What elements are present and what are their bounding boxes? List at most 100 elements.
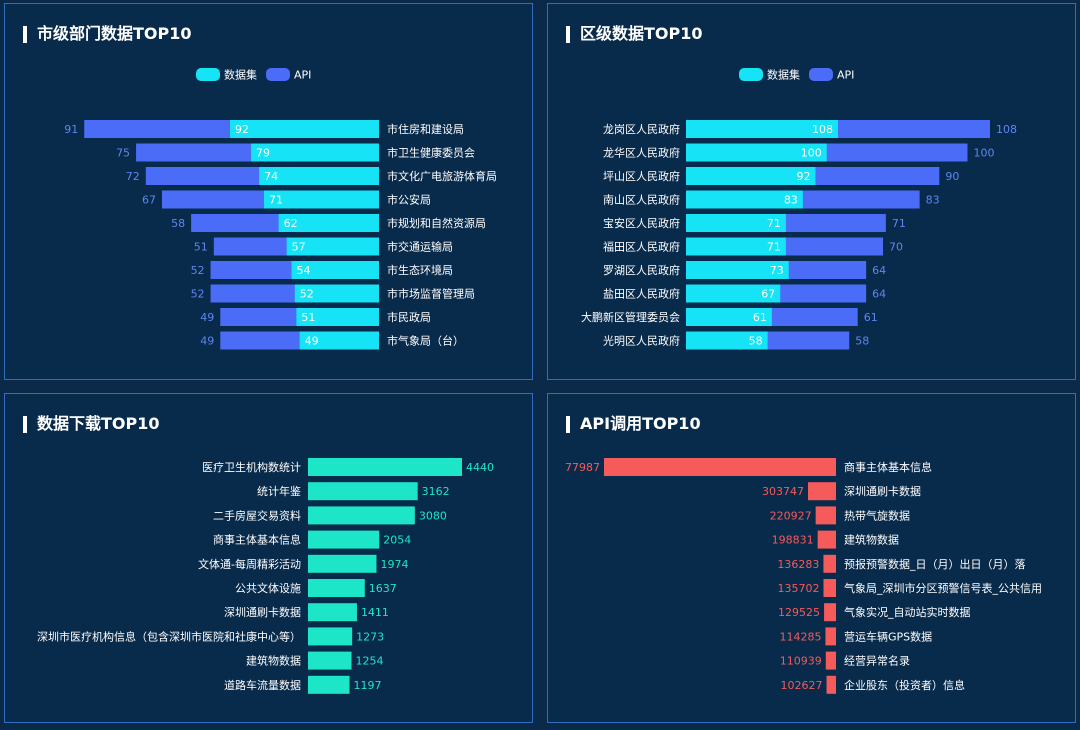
category-label: 道路车流量数据 (224, 678, 301, 692)
category-label: 企业股东（投资者）信息 (844, 678, 965, 692)
dataset-bar (686, 143, 827, 162)
api-value-label: 52 (191, 288, 205, 301)
category-label: 市文化广电旅游体育局 (387, 169, 497, 183)
category-label: 坪山区人民政府 (603, 169, 680, 183)
dataset-value-label: 57 (292, 241, 306, 254)
category-label: 商事主体基本信息 (844, 460, 932, 474)
download-bar (308, 675, 350, 694)
download-value-label: 1974 (380, 558, 408, 571)
category-label: 深圳市医疗机构信息（包含深圳市医院和社康中心等） (37, 629, 301, 643)
dataset-bar (686, 214, 786, 232)
category-label: 市公安局 (387, 193, 431, 207)
district-title: 区级数据TOP10 (566, 22, 703, 46)
api-value-label: 91 (64, 123, 78, 136)
legend-label-1: API (837, 69, 854, 82)
api-value-label: 49 (200, 335, 214, 348)
dataset-value-label: 61 (753, 311, 767, 324)
category-label: 深圳通刷卡数据 (224, 605, 301, 619)
category-label: 二手房屋交易资料 (213, 508, 301, 522)
category-label: 热带气旋数据 (844, 508, 910, 522)
dataset-value-label: 71 (767, 241, 781, 254)
category-label: 盐田区人民政府 (603, 287, 680, 301)
legend-swatch-1 (809, 68, 833, 81)
category-label: 气象实况_自动站实时数据 (844, 605, 971, 619)
category-label: 营运车辆GPS数据 (844, 629, 932, 643)
api-call-bar (825, 651, 836, 670)
api-value-label: 58 (171, 217, 185, 230)
api-call-value-label: 220927 (770, 509, 812, 522)
download-chart: 4440 医疗卫生机构数统计 3162 统计年鉴 3080 二手房屋交易资料 2054 商事主… (37, 458, 494, 694)
legend-swatch-1 (266, 68, 290, 81)
legend-label-1: API (294, 69, 311, 82)
legend-label-0: 数据集 (224, 68, 257, 82)
api-call-value-label: 303747 (762, 485, 804, 498)
api-call-bar (824, 603, 836, 622)
download-bar (308, 627, 353, 646)
api-call-value-label: 129525 (778, 606, 820, 619)
category-label: 建筑物数据 (246, 654, 301, 668)
api-call-bar (604, 458, 836, 476)
dataset-bar (686, 331, 768, 350)
download-title: 数据下载TOP10 (23, 412, 160, 436)
api-value-label: 70 (889, 241, 903, 254)
dataset-value-label: 83 (784, 194, 798, 207)
api-call-title: API调用TOP10 (566, 412, 701, 436)
city-department-title: 市级部门数据TOP10 (23, 22, 192, 46)
dataset-bar (686, 308, 772, 326)
api-value-label: 83 (926, 194, 940, 207)
dataset-bar (686, 120, 838, 138)
download-value-label: 3080 (419, 509, 447, 522)
dataset-value-label: 74 (264, 170, 278, 183)
download-value-label: 3162 (422, 485, 450, 498)
download-bar (308, 554, 377, 573)
category-label: 光明区人民政府 (603, 334, 680, 348)
download-value-label: 1197 (354, 679, 382, 692)
city-department-chart: 数据集 API 92 91 市住房和建设局 79 75 市卫生健康委员会 74 72 市文化广电旅游… (64, 68, 497, 350)
dataset-value-label: 92 (235, 123, 249, 136)
category-label: 大鹏新区管理委员会 (581, 310, 680, 324)
api-value-label: 67 (142, 194, 156, 207)
api-value-label: 71 (892, 217, 906, 230)
download-bar (308, 579, 365, 597)
api-call-value-label: 135702 (777, 582, 819, 595)
api-call-value-label: 114285 (779, 630, 821, 643)
dataset-bar (299, 331, 379, 350)
download-bar (308, 603, 357, 622)
api-call-value-label: 110939 (780, 655, 822, 668)
api-value-label: 52 (191, 264, 205, 277)
dataset-value-label: 108 (812, 123, 833, 136)
api-value-label: 64 (872, 288, 886, 301)
dataset-value-label: 79 (256, 147, 270, 160)
category-label: 公共文体设施 (235, 581, 301, 595)
dataset-value-label: 92 (796, 170, 810, 183)
api-call-value-label: 102627 (781, 679, 823, 692)
download-value-label: 4440 (466, 461, 494, 474)
category-label: 市规划和自然资源局 (387, 216, 486, 230)
dataset-bar (286, 237, 379, 256)
dataset-bar (294, 284, 379, 303)
download-value-label: 2054 (383, 534, 411, 547)
dataset-bar (278, 214, 379, 232)
district-chart: 数据集 API 108 108 龙岗区人民政府 100 100 龙华区人民政府 92 90 坪山区人… (581, 68, 1017, 350)
dataset-value-label: 62 (284, 217, 298, 230)
category-label: 市市场监督管理局 (387, 287, 475, 301)
dataset-bar (230, 120, 379, 138)
api-value-label: 72 (126, 170, 140, 183)
api-call-bar (817, 530, 836, 549)
api-call-bar (808, 482, 836, 501)
dataset-value-label: 52 (300, 288, 314, 301)
dataset-value-label: 67 (761, 288, 775, 301)
download-value-label: 1411 (361, 606, 389, 619)
dataset-value-label: 49 (305, 335, 319, 348)
city-department-panel: 市级部门数据TOP10 数据集 API 92 91 市住房和建设局 79 75 市卫生健康委员… (4, 3, 533, 380)
category-label: 预报预警数据_日（月）出日（月）落 (844, 557, 1026, 571)
dataset-bar (686, 167, 816, 185)
category-label: 福田区人民政府 (603, 240, 680, 254)
category-label: 深圳通刷卡数据 (844, 484, 921, 498)
api-value-label: 58 (855, 335, 869, 348)
dataset-bar (251, 143, 379, 162)
api-call-value-label: 77987 (565, 461, 600, 474)
category-label: 南山区人民政府 (603, 193, 680, 207)
category-label: 医疗卫生机构数统计 (202, 460, 301, 474)
category-label: 经营异常名录 (844, 654, 910, 668)
